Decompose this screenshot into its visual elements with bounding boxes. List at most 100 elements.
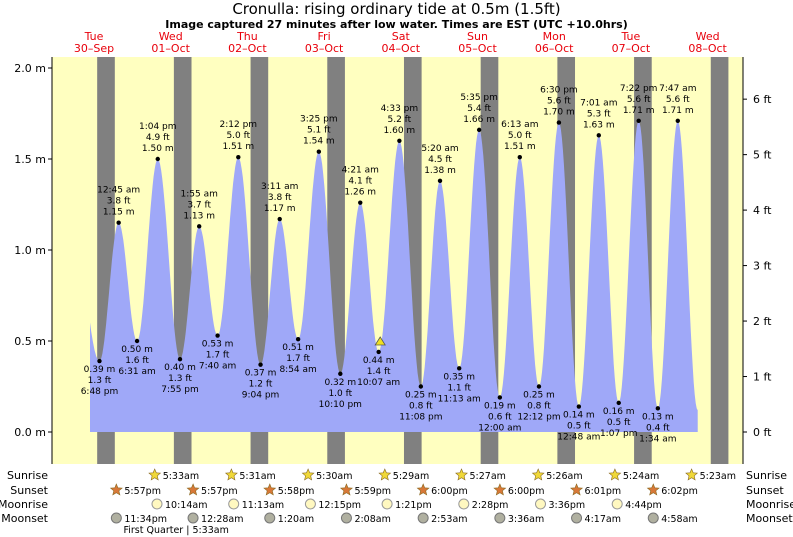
sunset-time: 5:57pm: [201, 486, 238, 497]
sunrise-time: 5:27am: [470, 471, 506, 482]
sunset-icon: [416, 483, 430, 496]
moonset-icon: [340, 512, 352, 524]
moonset-icon: [417, 512, 429, 524]
extreme-label: 5.6 ft: [627, 95, 651, 105]
extreme-label: 10:10 pm: [319, 400, 362, 410]
extreme-label: 2:12 pm: [220, 120, 258, 130]
extreme-label: 1.0 ft: [328, 389, 352, 399]
sunrise-time: 5:30am: [316, 471, 352, 482]
extreme-dot: [675, 118, 680, 123]
extreme-dot: [636, 118, 641, 123]
extreme-label: 6:13 am: [501, 120, 538, 130]
moonrise-time: 3:36pm: [549, 500, 586, 511]
moonset-time: 4:58am: [661, 514, 697, 525]
moonrise-time: 2:28pm: [472, 500, 509, 511]
extreme-dot: [155, 156, 160, 162]
extreme-dot: [97, 358, 102, 364]
moonset-time: 2:08am: [354, 514, 390, 525]
extreme-label: 5.4 ft: [467, 104, 491, 114]
moonset-icon: [110, 512, 122, 524]
extreme-dot: [258, 362, 263, 367]
extreme-dot: [397, 138, 402, 143]
extreme-label: 5.3 ft: [587, 109, 611, 119]
extreme-label: 7:55 pm: [161, 385, 199, 395]
extreme-label: 0.50 m: [121, 345, 153, 355]
moonset-icon: [571, 512, 583, 524]
extreme-label: 1.17 m: [264, 204, 296, 214]
extreme-label: 1.3 ft: [168, 374, 192, 384]
sunrise-icon: [455, 468, 468, 481]
sunrise-time: 5:29am: [393, 471, 429, 482]
moonrise-icon: [228, 498, 240, 510]
extreme-label: 1.50 m: [142, 144, 174, 154]
sunrise-icon: [224, 468, 238, 481]
moonset-icon: [264, 512, 276, 524]
tide-area: [90, 120, 698, 432]
extreme-label: 9:04 pm: [242, 391, 280, 401]
sunset-icon: [263, 483, 277, 496]
extreme-label: 0.8 ft: [409, 402, 433, 412]
extreme-label: 0.14 m: [563, 411, 595, 421]
tick-label-ft: 2 ft: [753, 315, 772, 328]
sunset-icon: [570, 483, 584, 496]
night-band: [710, 57, 729, 464]
day-date: 30–Sep: [74, 42, 114, 55]
extreme-label: 7:01 am: [580, 98, 617, 108]
sunrise-icon: [148, 468, 162, 481]
sunrise-icon: [301, 468, 315, 481]
extreme-dot: [576, 404, 582, 409]
day-date: 05–Oct: [458, 42, 497, 55]
extreme-dot: [418, 384, 424, 389]
extreme-dot: [116, 220, 121, 225]
extreme-label: 0.25 m: [523, 391, 555, 401]
day-name: Wed: [159, 30, 183, 43]
extreme-dot: [215, 333, 220, 338]
date-labels: Tue30–SepWed01–OctThu02–OctFri03–OctSat0…: [74, 30, 728, 55]
extreme-label: 5.6 ft: [547, 97, 571, 107]
extreme-label: 7:40 am: [199, 362, 236, 372]
chart-subtitle: Image captured 27 minutes after low wate…: [165, 18, 628, 31]
day-date: 03–Oct: [305, 42, 344, 55]
moonrise-time: 11:13am: [242, 500, 284, 511]
extreme-label: 5.0 ft: [508, 131, 532, 141]
extreme-label: 12:48 am: [557, 433, 600, 443]
extreme-label: 1.71 m: [623, 106, 655, 116]
extreme-label: 1.1 ft: [447, 383, 471, 393]
extreme-label: 6:48 pm: [81, 387, 119, 397]
extreme-label: 0.32 m: [324, 378, 356, 388]
extreme-label: 5.0 ft: [226, 131, 250, 141]
chart-title: Cronulla: rising ordinary tide at 0.5m (…: [232, 0, 561, 18]
extreme-label: 6:30 pm: [540, 86, 578, 96]
extreme-label: 12:12 pm: [517, 413, 560, 423]
extreme-label: 5:35 pm: [460, 93, 498, 103]
extreme-dot: [596, 133, 601, 138]
tick-label-ft: 4 ft: [753, 204, 772, 217]
extreme-label: 12:00 am: [478, 423, 521, 433]
extreme-label: 1.66 m: [463, 115, 495, 125]
day-date: 08–Oct: [688, 42, 727, 55]
moonrise-icon: [611, 498, 623, 510]
sunset-time: 6:01pm: [585, 486, 622, 497]
extreme-label: 0.6 ft: [488, 412, 512, 422]
tick-label-m: 1.5 m: [14, 153, 46, 166]
extreme-label: 4:33 pm: [381, 104, 419, 114]
extreme-dot: [236, 154, 241, 160]
row-label-left: Moonrise: [0, 498, 48, 511]
extreme-label: 1.60 m: [384, 126, 416, 136]
sunrise-icon: [608, 468, 622, 481]
extreme-label: 1.7 ft: [206, 351, 230, 361]
extreme-label: 1.51 m: [222, 142, 254, 152]
extreme-label: 7:22 pm: [620, 84, 658, 94]
sunset-icon: [186, 483, 200, 496]
sunset-time: 5:57pm: [124, 486, 161, 497]
extreme-label: 1:55 am: [181, 189, 218, 199]
row-label-right: Sunset: [746, 484, 784, 497]
extreme-label: 1.71 m: [662, 106, 694, 116]
extreme-label: 5.2 ft: [388, 115, 412, 125]
extreme-label: 1.38 m: [424, 166, 456, 176]
extreme-label: 3.7 ft: [187, 200, 211, 210]
extreme-label: 0.4 ft: [646, 423, 670, 433]
extreme-label: 0.39 m: [84, 365, 116, 375]
moonrise-icon: [458, 498, 470, 510]
